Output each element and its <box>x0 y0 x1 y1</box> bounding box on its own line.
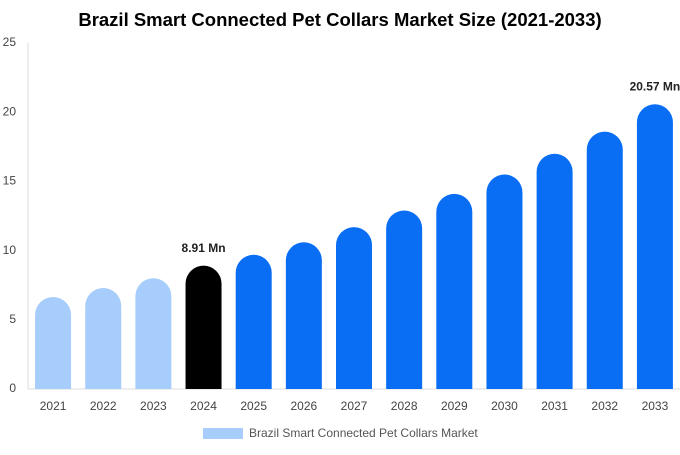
y-tick-label: 10 <box>3 243 17 257</box>
bar <box>85 287 122 389</box>
x-tick-label: 2025 <box>240 399 267 413</box>
x-tick-label: 2027 <box>341 399 368 413</box>
y-tick-label: 15 <box>3 174 17 188</box>
bar <box>536 153 573 389</box>
chart-title: Brazil Smart Connected Pet Collars Marke… <box>78 9 601 30</box>
bar <box>35 296 72 389</box>
bar <box>486 174 523 389</box>
y-tick-label: 25 <box>3 35 17 49</box>
bar <box>285 242 322 389</box>
x-tick-label: 2024 <box>190 399 217 413</box>
x-tick-label: 2023 <box>140 399 167 413</box>
bar <box>235 254 272 389</box>
x-tick-label: 2022 <box>90 399 117 413</box>
x-tick-label: 2028 <box>391 399 418 413</box>
x-tick-label: 2032 <box>591 399 618 413</box>
legend-label: Brazil Smart Connected Pet Collars Marke… <box>249 426 478 440</box>
data-label: 20.57 Mn <box>630 79 680 93</box>
x-tick-label: 2029 <box>441 399 468 413</box>
bar <box>185 265 222 389</box>
bar <box>436 193 473 389</box>
y-tick-label: 20 <box>3 104 17 118</box>
x-tick-label: 2026 <box>290 399 317 413</box>
data-label: 8.91 Mn <box>182 241 226 255</box>
bar <box>135 278 172 389</box>
legend-swatch <box>203 428 243 439</box>
x-tick-label: 2030 <box>491 399 518 413</box>
x-tick-label: 2033 <box>642 399 669 413</box>
y-tick-label: 0 <box>9 381 16 395</box>
bar <box>336 227 372 389</box>
y-tick-label: 5 <box>9 312 16 326</box>
bar <box>586 131 623 390</box>
x-tick-label: 2021 <box>40 399 67 413</box>
bar <box>386 210 423 389</box>
bar <box>636 104 673 389</box>
x-tick-label: 2031 <box>541 399 568 413</box>
